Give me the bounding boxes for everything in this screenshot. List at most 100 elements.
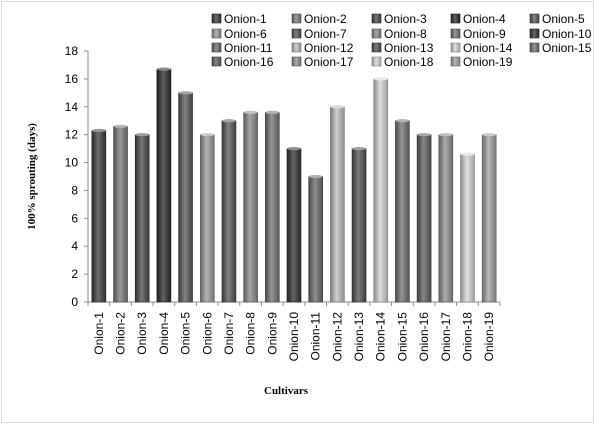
legend-item-onion-10: Onion-10 xyxy=(529,27,592,41)
y-tick-label: 12 xyxy=(65,128,79,142)
legend-label: Onion-1 xyxy=(224,12,267,26)
bar-onion-9 xyxy=(265,110,280,303)
y-tick-label: 16 xyxy=(65,72,79,86)
legend-swatch xyxy=(211,28,222,39)
x-tick-label: Onion-9 xyxy=(265,312,279,355)
legend-label: Onion-6 xyxy=(224,27,267,41)
legend-item-onion-5: Onion-5 xyxy=(529,12,585,26)
x-tick-label: Onion-4 xyxy=(157,312,171,355)
legend-swatch xyxy=(450,56,461,67)
bar-onion-12 xyxy=(330,105,345,303)
legend-item-onion-3: Onion-3 xyxy=(371,12,427,26)
x-tick-label: Onion-10 xyxy=(287,312,301,362)
bar-onion-17 xyxy=(438,133,454,303)
legend: Onion-1 Onion-2 Onion-3 Onion-4 Onion-5Onion… xyxy=(211,12,592,69)
x-tick-label: Onion-2 xyxy=(114,312,128,355)
legend-swatch xyxy=(371,42,382,53)
legend-item-onion-18: Onion-18 xyxy=(371,55,434,69)
legend-item-onion-7: Onion-7 xyxy=(291,27,347,41)
y-axis: 0 2 4 6 8 10 12 14 16 18 xyxy=(65,44,89,309)
x-tick-label: Onion-11 xyxy=(309,312,323,361)
x-tick-label: Onion-3 xyxy=(135,312,149,355)
legend-label: Onion-8 xyxy=(384,27,427,41)
bars xyxy=(91,67,497,303)
legend-swatch xyxy=(211,56,222,67)
legend-swatch xyxy=(529,28,540,39)
x-tick-label: Onion-18 xyxy=(460,312,474,362)
y-tick-label: 4 xyxy=(71,239,78,253)
legend-swatch xyxy=(291,56,302,67)
legend-item-onion-15: Onion-15 xyxy=(529,41,592,55)
x-tick-label: Onion-12 xyxy=(330,312,344,362)
legend-label: Onion-11 xyxy=(224,41,273,55)
legend-item-onion-16: Onion-16 xyxy=(211,55,274,69)
legend-label: Onion-19 xyxy=(463,55,513,69)
legend-item-onion-8: Onion-8 xyxy=(371,27,427,41)
x-tick-label: Onion-15 xyxy=(395,312,409,362)
y-axis-title: 100% sprouting (days) xyxy=(26,123,38,230)
y-tick-label: 10 xyxy=(65,156,79,170)
x-tick-label: Onion-5 xyxy=(179,312,193,355)
bar-onion-11 xyxy=(308,174,323,303)
legend-label: Onion-9 xyxy=(463,27,506,41)
legend-label: Onion-14 xyxy=(463,41,513,55)
legend-swatch xyxy=(371,28,382,39)
legend-item-onion-2: Onion-2 xyxy=(291,12,347,26)
legend-swatch xyxy=(450,28,461,39)
legend-item-onion-19: Onion-19 xyxy=(450,55,513,69)
legend-label: Onion-18 xyxy=(384,55,434,69)
legend-item-onion-4: Onion-4 xyxy=(450,12,506,26)
legend-swatch xyxy=(529,42,540,53)
bar-onion-5 xyxy=(178,91,193,303)
bar-onion-14 xyxy=(373,77,389,303)
y-tick-label: 14 xyxy=(65,100,79,114)
legend-item-onion-11: Onion-11 xyxy=(211,41,273,55)
bar-onion-18 xyxy=(460,152,475,303)
legend-swatch xyxy=(211,13,222,24)
x-tick-label: Onion-6 xyxy=(200,312,214,355)
bar-onion-8 xyxy=(243,110,258,303)
legend-label: Onion-2 xyxy=(304,12,347,26)
bar-onion-1 xyxy=(91,128,107,303)
legend-swatch xyxy=(291,28,302,39)
legend-label: Onion-16 xyxy=(224,55,274,69)
x-axis-title: Cultivars xyxy=(264,385,309,397)
bar-onion-7 xyxy=(221,119,237,303)
y-tick-label: 2 xyxy=(71,267,78,281)
legend-swatch xyxy=(450,42,461,53)
legend-label: Onion-3 xyxy=(384,12,427,26)
legend-label: Onion-5 xyxy=(542,12,585,26)
legend-item-onion-12: Onion-12 xyxy=(291,41,354,55)
legend-label: Onion-12 xyxy=(304,41,354,55)
bar-onion-19 xyxy=(481,133,497,303)
legend-swatch xyxy=(529,13,540,24)
legend-label: Onion-13 xyxy=(384,41,434,55)
bar-onion-10 xyxy=(286,147,302,303)
legend-label: Onion-7 xyxy=(304,27,347,41)
x-tick-label: Onion-17 xyxy=(439,312,453,362)
bar-onion-13 xyxy=(351,147,367,303)
bar-onion-15 xyxy=(395,119,410,303)
legend-swatch xyxy=(371,13,382,24)
legend-label: Onion-10 xyxy=(542,27,592,41)
legend-label: Onion-4 xyxy=(463,12,506,26)
bar-onion-2 xyxy=(113,124,128,303)
legend-item-onion-13: Onion-13 xyxy=(371,41,434,55)
legend-swatch xyxy=(211,42,222,53)
legend-swatch xyxy=(291,42,302,53)
y-tick-label: 0 xyxy=(71,295,78,309)
legend-item-onion-1: Onion-1 xyxy=(211,12,267,26)
bar-onion-16 xyxy=(416,133,432,303)
legend-label: Onion-17 xyxy=(304,55,354,69)
legend-swatch xyxy=(371,56,382,67)
legend-item-onion-17: Onion-17 xyxy=(291,55,354,69)
x-tick-label: Onion-19 xyxy=(482,312,496,362)
x-tick-label: Onion-8 xyxy=(244,312,258,355)
legend-item-onion-9: Onion-9 xyxy=(450,27,506,41)
bar-onion-3 xyxy=(134,133,150,303)
legend-label: Onion-15 xyxy=(542,41,592,55)
x-tick-label: Onion-7 xyxy=(222,312,236,355)
x-tick-label: Onion-16 xyxy=(417,312,431,362)
x-tick-label: Onion-14 xyxy=(374,312,388,362)
